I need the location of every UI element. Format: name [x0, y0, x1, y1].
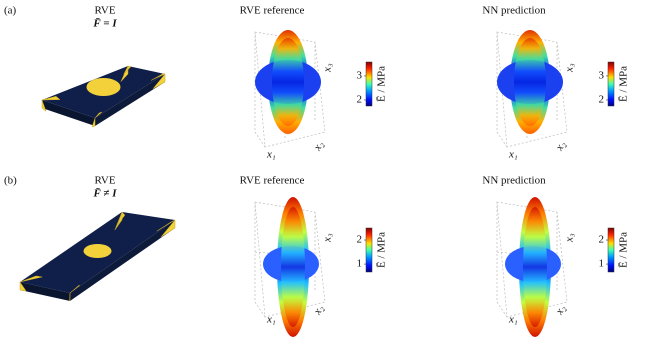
- plot-title: RVE reference: [240, 5, 305, 17]
- colorbar-label: Ē / MPa: [376, 66, 388, 102]
- inclusion: [156, 219, 176, 238]
- colorbar: [365, 61, 373, 107]
- colorbar-tick-label: 1: [357, 258, 363, 270]
- panel-label: (b): [4, 175, 17, 187]
- axis-label: x₂: [553, 139, 568, 154]
- surface: [497, 30, 563, 134]
- slab-side: [95, 74, 165, 126]
- colorbar-tick-label: 3: [599, 69, 605, 81]
- plot-title: NN prediction: [482, 175, 546, 187]
- surface: [263, 197, 319, 337]
- slab-side: [70, 220, 175, 301]
- inclusion: [41, 96, 61, 113]
- inclusion: [69, 284, 80, 302]
- axis-label: x₃: [564, 233, 576, 243]
- colorbar-label: Ē / MPa: [618, 232, 630, 268]
- rve-slab: [19, 211, 176, 302]
- colorbar-tick-label: 1: [599, 258, 605, 270]
- axis-label: x₁: [508, 314, 518, 326]
- surface-lobe: [523, 207, 547, 327]
- inclusion: [83, 244, 112, 258]
- axis-label: x₁: [266, 314, 276, 326]
- plot-title: NN prediction: [482, 5, 546, 17]
- colorbar: [365, 227, 373, 273]
- slab-side: [42, 100, 95, 126]
- plot-title: RVE reference: [240, 175, 305, 187]
- axes-box: [496, 201, 568, 318]
- axis-label: x₃: [564, 63, 576, 73]
- inclusion: [150, 73, 166, 89]
- surface: [505, 197, 561, 337]
- rve-subtitle: F̄ ≠ I: [93, 188, 118, 200]
- panel-label: (a): [4, 5, 17, 17]
- colorbar-tick-label: 2: [357, 94, 363, 106]
- inclusion: [86, 78, 121, 96]
- surface-lobe: [272, 38, 304, 126]
- colorbar-label: Ē / MPa: [376, 232, 388, 268]
- axis-label: x₃: [322, 233, 334, 243]
- axis-label: x₁: [266, 149, 276, 161]
- colorbar-tick-label: 3: [357, 69, 363, 81]
- surface-lobe: [281, 207, 305, 327]
- axis-label: x₁: [508, 149, 518, 161]
- slab-side: [20, 282, 70, 301]
- colorbar: [607, 227, 615, 273]
- axis-label: x₃: [322, 63, 334, 73]
- inclusion: [19, 275, 43, 292]
- rve-slab: [41, 65, 166, 128]
- colorbar-label: Ē / MPa: [618, 66, 630, 102]
- surface: [255, 30, 321, 134]
- inclusion: [120, 65, 132, 82]
- rve-title: RVE: [94, 5, 115, 17]
- inclusion: [114, 211, 126, 231]
- colorbar-tick-label: 2: [357, 234, 363, 246]
- colorbar: [607, 61, 615, 107]
- axes-box: [254, 201, 326, 318]
- inclusion: [91, 111, 103, 128]
- axis-label: x₂: [311, 303, 326, 318]
- colorbar-tick-label: 2: [599, 234, 605, 246]
- rve-title: RVE: [94, 175, 115, 187]
- rve-subtitle: F̄ = I: [92, 18, 117, 30]
- axis-label: x₂: [311, 139, 326, 154]
- colorbar-tick-label: 2: [599, 94, 605, 106]
- surface-lobe: [514, 38, 546, 126]
- axis-label: x₂: [553, 303, 568, 318]
